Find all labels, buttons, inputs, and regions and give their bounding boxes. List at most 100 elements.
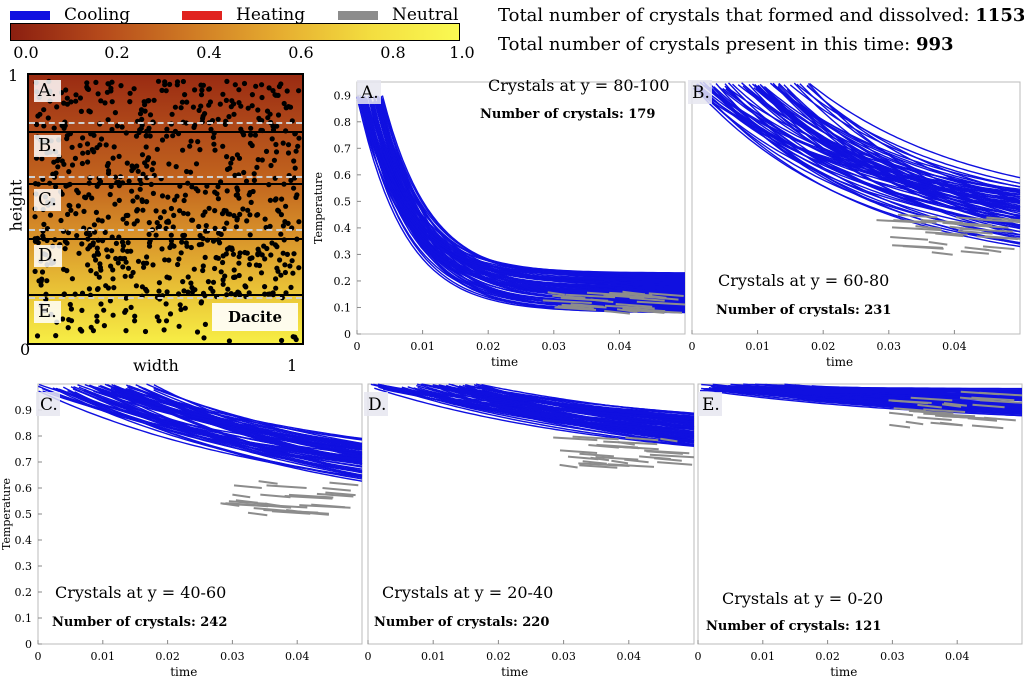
crystal-dot	[164, 219, 170, 225]
crystal-dot	[139, 284, 145, 290]
neutral-segment	[897, 213, 938, 219]
crystal-dot	[80, 135, 86, 141]
crystal-dot	[174, 82, 180, 88]
crystal-dot	[144, 288, 150, 294]
crystal-dot	[253, 83, 259, 89]
crystal-dot	[58, 217, 64, 224]
y-tick-label: 0.9	[15, 404, 33, 417]
neutral-segment	[329, 481, 359, 487]
crystal-dot	[230, 251, 237, 257]
crystal-dot	[156, 280, 162, 286]
crystal-dot	[242, 249, 248, 256]
zone-boundary-dash	[29, 229, 302, 231]
neutral-segment	[972, 403, 1005, 409]
neutral-segment	[660, 437, 678, 443]
cooling-curve	[38, 383, 363, 451]
crystal-dot	[166, 257, 172, 263]
crystal-dot	[248, 132, 254, 138]
crystal-dot	[212, 265, 218, 272]
colorbar	[10, 23, 460, 41]
crystal-dot	[97, 264, 103, 271]
crystal-dot	[86, 286, 92, 292]
crystal-dot	[39, 156, 45, 162]
legend-label-heating: Heating	[236, 5, 306, 25]
crystal-dot	[244, 218, 250, 224]
crystal-dot	[224, 188, 230, 194]
crystal-dot	[51, 159, 57, 165]
crystal-dot	[220, 253, 226, 259]
crystal-dot	[94, 318, 100, 324]
crystal-dot	[98, 136, 105, 142]
cooling-curve	[746, 89, 1021, 208]
crystal-dot	[116, 197, 122, 203]
neutral-segment	[949, 221, 993, 227]
crystal-dot	[263, 224, 269, 231]
crystal-dot	[44, 278, 50, 284]
y-tick-label: 0.7	[334, 142, 352, 155]
crystal-dot	[291, 185, 297, 191]
crystal-dot	[273, 149, 280, 155]
crystal-dot	[153, 208, 159, 214]
neutral-segment	[943, 402, 968, 407]
zone-divider	[29, 294, 302, 296]
cooling-curve	[38, 385, 363, 462]
x-tick-label: 0.04	[617, 650, 642, 663]
crystal-dot	[273, 276, 279, 282]
crystal-dot	[232, 82, 238, 88]
crystal-dot	[198, 299, 205, 305]
crystal-dot	[167, 311, 174, 317]
crystal-dot	[73, 98, 79, 104]
cooling-curve	[359, 96, 685, 276]
crystal-dot	[38, 282, 44, 288]
crystal-dot	[105, 160, 111, 167]
crystal-dot	[138, 107, 145, 113]
crystal-dot	[280, 250, 286, 256]
crystal-dot	[110, 276, 116, 282]
x-tick-label: 0.03	[542, 340, 567, 353]
crystal-dot	[161, 327, 167, 333]
crystal-dot	[65, 211, 71, 217]
crystal-dot	[103, 283, 109, 289]
x-tick-label: 0	[365, 650, 372, 663]
crystal-dot	[184, 99, 190, 105]
crystal-dot	[64, 101, 70, 107]
crystal-dot	[54, 104, 60, 110]
neutral-segment	[316, 492, 354, 498]
crystal-dot	[224, 78, 230, 84]
x-axis-label: time	[501, 665, 528, 679]
crystal-dot	[228, 104, 234, 110]
crystal-dot	[110, 312, 116, 318]
crystal-dot	[284, 251, 290, 257]
crystal-dot	[154, 314, 160, 320]
neutral-segment	[986, 216, 1021, 222]
crystal-dot	[60, 316, 66, 322]
crystal-dot	[271, 157, 277, 163]
crystal-dot	[229, 98, 235, 104]
cooling-curve	[465, 385, 695, 414]
colorbar-tick: 0.0	[13, 43, 39, 62]
crystal-dot	[282, 219, 288, 225]
crystal-dot	[126, 178, 132, 184]
crystal-dot	[147, 112, 154, 118]
crystal-dot	[114, 123, 120, 129]
neutral-segment	[923, 408, 966, 413]
y-tick-label: 0.3	[15, 560, 33, 573]
neutral-swatch	[338, 10, 378, 20]
neutral-segment	[629, 297, 665, 302]
crystal-dot	[153, 232, 159, 238]
crystal-dot	[296, 219, 302, 225]
neutral-segment	[579, 464, 618, 469]
crystal-dot	[124, 220, 130, 226]
crystal-dot	[106, 168, 112, 174]
neutral-segment	[889, 423, 911, 429]
legend-item-cooling: Cooling	[10, 2, 130, 28]
crystal-dot	[98, 301, 104, 307]
crystal-dot	[194, 329, 201, 335]
crystal-dot	[69, 162, 76, 168]
crystal-dot	[198, 92, 205, 98]
crystal-dot	[45, 115, 51, 121]
cooling-curve	[703, 389, 1023, 405]
crystal-dot	[67, 203, 73, 209]
crystal-dot	[176, 256, 182, 262]
crystal-dot	[199, 241, 205, 247]
